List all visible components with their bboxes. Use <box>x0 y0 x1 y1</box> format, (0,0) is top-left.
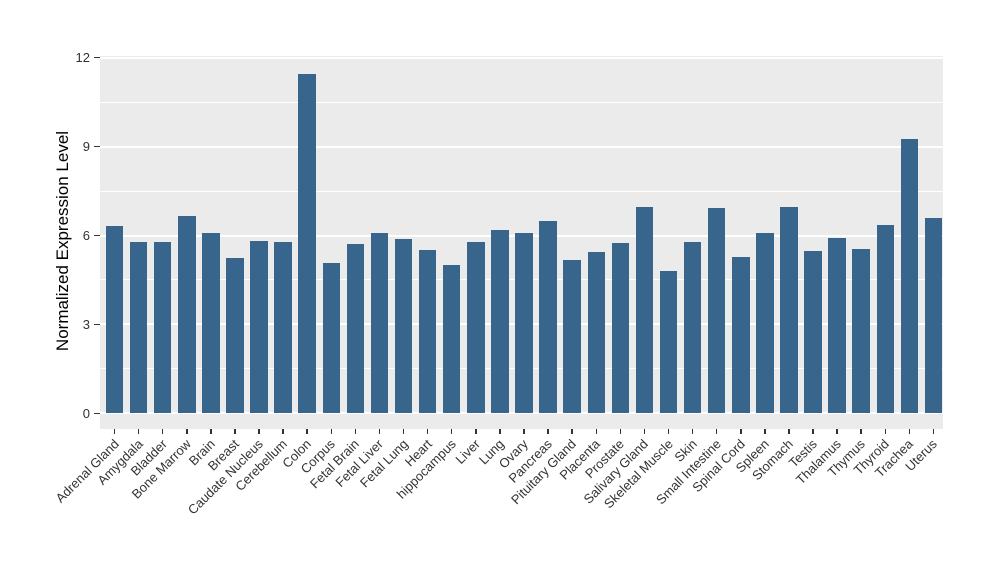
x-tick-mark <box>788 429 790 434</box>
x-tick-mark <box>378 429 381 434</box>
bar-fetal-brain <box>346 243 365 414</box>
bar-breast <box>226 258 244 414</box>
gridline-major <box>100 145 943 148</box>
x-tick-mark <box>282 429 284 434</box>
x-tick-mark <box>402 429 405 434</box>
x-tick-mark <box>595 429 597 434</box>
x-tick-mark <box>330 429 333 434</box>
x-tick-mark <box>619 429 622 434</box>
y-tick-label: 12 <box>75 50 90 66</box>
gridline-minor <box>100 101 943 103</box>
x-tick-mark <box>426 429 429 434</box>
bar-liver <box>467 241 485 414</box>
bar-lung <box>491 229 509 414</box>
x-tick-mark <box>571 429 573 434</box>
gridline-major <box>100 56 943 59</box>
bar-pituitary-gland <box>563 259 581 414</box>
bar-brain <box>202 233 220 414</box>
x-tick-mark <box>186 429 188 434</box>
bar-cerebellum <box>274 241 292 414</box>
bar-bone-marrow <box>178 216 196 414</box>
x-tick-mark <box>812 429 814 434</box>
bar-amygdala <box>129 241 148 414</box>
x-tick-mark <box>667 429 670 434</box>
x-tick-mark <box>137 429 140 434</box>
bar-salivary-gland <box>635 206 654 414</box>
bar-placenta <box>587 251 605 414</box>
y-tick-label: 3 <box>82 316 90 332</box>
bar-stomach <box>780 206 798 414</box>
x-tick-mark <box>740 429 742 434</box>
x-tick-mark <box>932 429 935 434</box>
x-tick-mark <box>836 429 838 434</box>
bar-colon <box>298 73 316 414</box>
bar-skeletal-muscle <box>659 271 678 414</box>
bar-fetal-lung <box>394 238 413 414</box>
x-tick-mark <box>234 429 236 434</box>
y-tick-label: 9 <box>82 139 90 155</box>
y-tick-label: 0 <box>82 405 90 421</box>
y-tick-mark <box>94 145 100 148</box>
plot-panel <box>100 56 943 429</box>
y-tick-mark <box>94 56 100 59</box>
x-tick-mark <box>113 429 116 434</box>
y-tick-mark <box>94 412 100 415</box>
bar-hippocampus <box>442 264 461 414</box>
bar-small-intestine <box>707 208 726 414</box>
bar-prostate <box>611 242 630 414</box>
bar-heart <box>418 250 437 414</box>
gridline-minor <box>100 190 943 192</box>
bar-skin <box>683 242 702 414</box>
bar-caudate-nucleus <box>250 240 268 414</box>
x-tick-mark <box>499 429 501 434</box>
bar-spinal-cord <box>732 256 750 414</box>
x-tick-mark <box>475 429 477 434</box>
x-tick-mark <box>643 429 646 434</box>
bar-testis <box>804 250 822 414</box>
bar-bladder <box>153 241 172 414</box>
bar-thyroid <box>876 224 895 414</box>
x-tick-mark <box>210 429 212 434</box>
x-tick-mark <box>450 429 453 434</box>
y-tick-label: 6 <box>82 228 90 244</box>
x-tick-mark <box>547 429 549 434</box>
x-tick-mark <box>691 429 694 434</box>
x-tick-mark <box>908 429 911 434</box>
bar-thalamus <box>828 238 846 414</box>
bar-spleen <box>756 232 774 414</box>
y-tick-mark <box>94 323 100 326</box>
y-tick-mark <box>94 234 100 237</box>
gridline-major <box>100 412 943 415</box>
bar-uterus <box>924 218 943 414</box>
x-tick-mark <box>884 429 887 434</box>
x-tick-mark <box>764 429 766 434</box>
bar-trachea <box>900 138 919 414</box>
x-tick-mark <box>354 429 357 434</box>
bar-adrenal-gland <box>105 226 124 414</box>
x-tick-mark <box>523 429 525 434</box>
bar-ovary <box>515 232 533 414</box>
bar-fetal-liver <box>370 232 389 414</box>
x-tick-mark <box>860 429 862 434</box>
bar-thymus <box>852 249 870 414</box>
x-tick-mark <box>161 429 164 434</box>
x-tick-mark <box>715 429 718 434</box>
bar-pancreas <box>539 220 557 414</box>
bar-corpus <box>322 263 341 414</box>
x-tick-mark <box>258 429 260 434</box>
x-tick-mark <box>306 429 308 434</box>
